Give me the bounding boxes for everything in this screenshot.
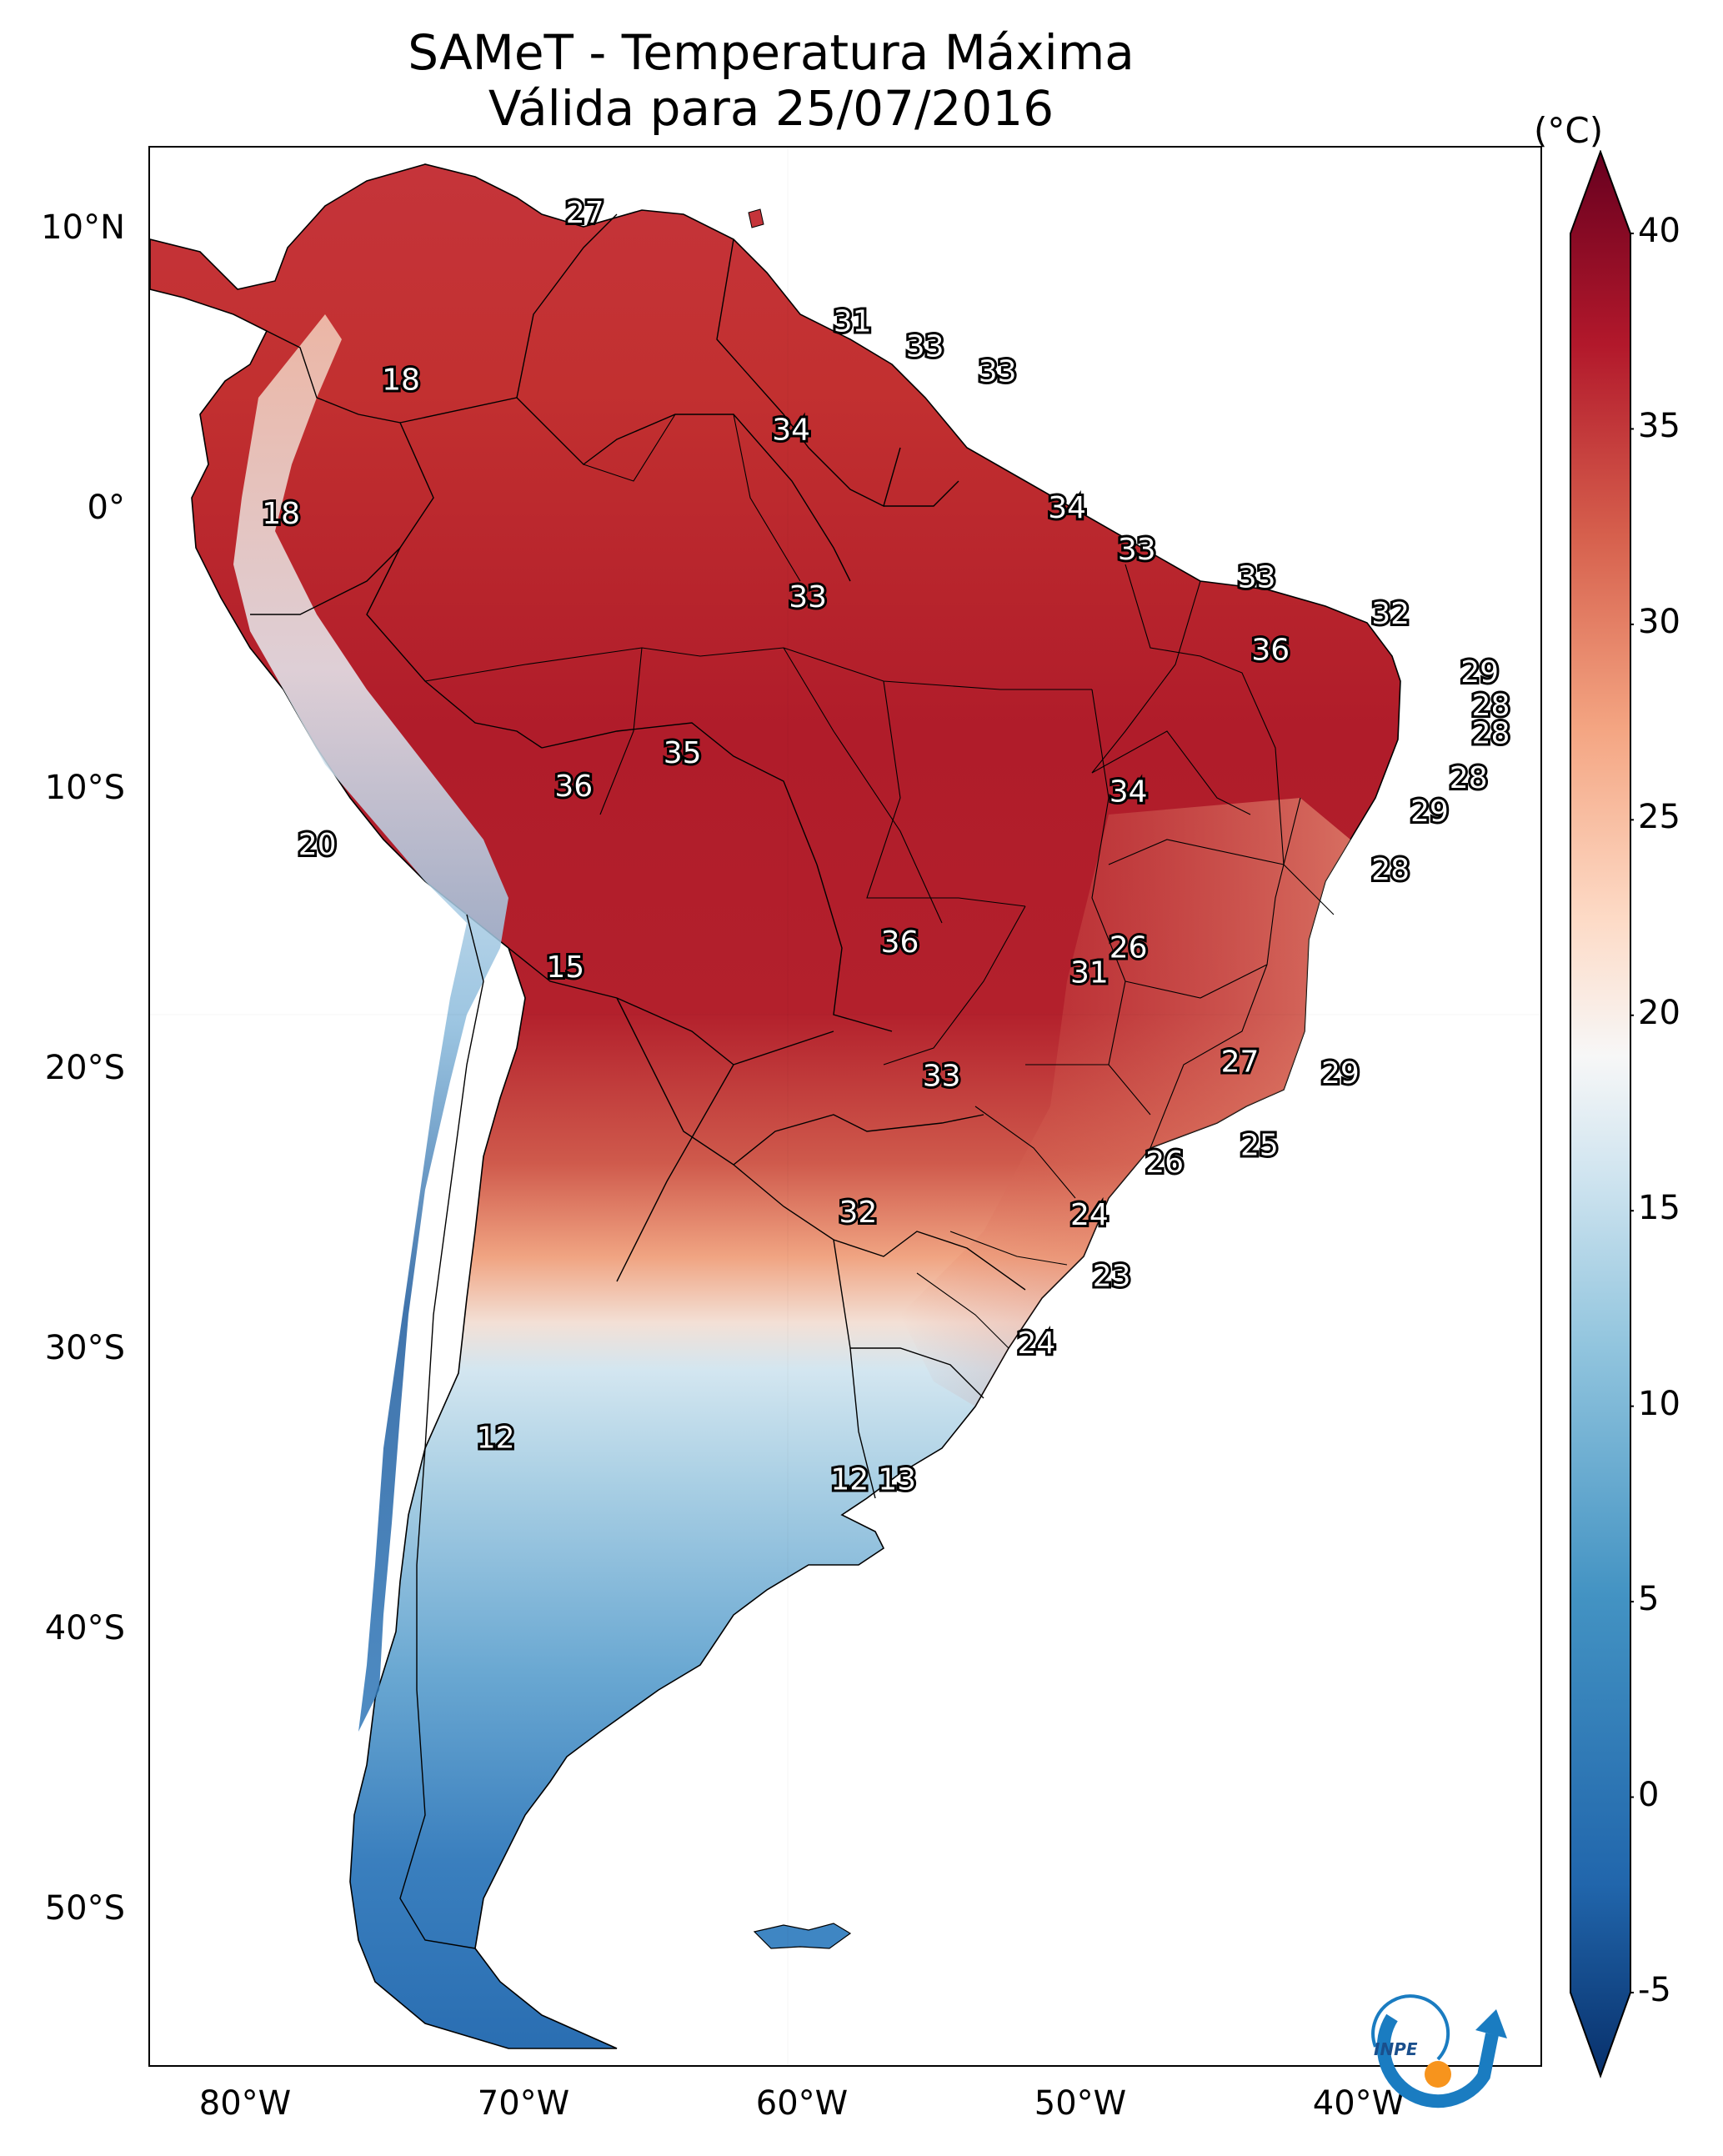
- colorbar-body: [1570, 150, 1631, 2078]
- station-label: 34: [772, 414, 810, 448]
- station-label: 12: [477, 1421, 515, 1455]
- colorbar-ticks: [1630, 233, 1634, 1993]
- station-label: 28: [1450, 761, 1488, 795]
- lat-tick-10n: 10°N: [41, 208, 125, 247]
- colorbar-tick-label: -5: [1638, 1971, 1671, 2009]
- colorbar-unit-label: (°C): [1534, 110, 1604, 151]
- station-label: 12: [830, 1462, 869, 1497]
- lat-tick-50s: 50°S: [44, 1889, 125, 1928]
- station-label: 33: [979, 355, 1017, 389]
- station-label: 23: [1093, 1260, 1131, 1294]
- station-label: 20: [298, 828, 337, 862]
- colorbar-tick-label: 25: [1638, 798, 1680, 837]
- station-label: 29: [1410, 795, 1449, 829]
- logo-text: INPE: [1374, 2039, 1418, 2059]
- station-label: 15: [546, 950, 584, 985]
- lat-tick-0: 0°: [87, 489, 125, 527]
- brazil-east-warm-zone: [900, 798, 1350, 1406]
- lat-tick-20s: 20°S: [44, 1049, 125, 1087]
- station-label: 34: [1109, 775, 1148, 810]
- station-label: 32: [839, 1196, 877, 1230]
- lat-tick-30s: 30°S: [44, 1329, 125, 1367]
- logo-arrow-icon: [1475, 2009, 1507, 2038]
- trinidad-island: [748, 208, 764, 228]
- inpe-logo: INPE: [1371, 1994, 1507, 2108]
- station-label: 27: [566, 196, 604, 230]
- map-subtitle: Válida para 25/07/2016: [488, 80, 1054, 137]
- station-label: 36: [881, 925, 919, 960]
- colorbar: [1570, 150, 1634, 2078]
- station-label: 31: [1070, 956, 1109, 990]
- station-label: 29: [1460, 655, 1499, 689]
- station-label: 33: [1238, 561, 1276, 595]
- station-label: 33: [906, 329, 944, 364]
- station-label: 13: [878, 1462, 916, 1497]
- lat-tick-10s: 10°S: [44, 769, 125, 807]
- colorbar-tick-label: 0: [1638, 1775, 1660, 1814]
- station-label: 31: [834, 304, 872, 338]
- station-label: 34: [1048, 491, 1086, 525]
- station-label: 18: [382, 364, 420, 398]
- colorbar-tick-label: 30: [1638, 602, 1680, 641]
- station-label: 36: [1251, 633, 1290, 667]
- state-borders: [424, 414, 1335, 1349]
- station-label: 26: [1145, 1146, 1184, 1180]
- station-label: 18: [262, 497, 300, 531]
- lon-tick-40w: 40°W: [1312, 2084, 1405, 2123]
- station-label: 24: [1070, 1198, 1109, 1232]
- station-label: 26: [1109, 931, 1148, 965]
- station-label: 25: [1240, 1129, 1279, 1163]
- station-label: 28: [1371, 853, 1410, 887]
- andes-cold-band: [233, 314, 508, 1732]
- lon-tick-70w: 70°W: [477, 2084, 570, 2123]
- logo-orange-dot-icon: [1425, 2061, 1451, 2088]
- logo-arc-icon: [1376, 2013, 1499, 2108]
- colorbar-tick-label: 5: [1638, 1580, 1660, 1619]
- lon-tick-50w: 50°W: [1034, 2084, 1127, 2123]
- station-label: 24: [1017, 1326, 1055, 1361]
- lon-tick-60w: 60°W: [755, 2084, 849, 2123]
- lat-tick-40s: 40°S: [44, 1609, 125, 1647]
- lon-tick-80w: 80°W: [198, 2084, 292, 2123]
- station-label: 33: [923, 1059, 961, 1093]
- station-label: 35: [664, 736, 702, 770]
- graticule: [150, 148, 1540, 2065]
- colorbar-tick-label: 40: [1638, 212, 1680, 250]
- station-label: 36: [554, 770, 593, 804]
- logo-orbit-icon: [1371, 1994, 1450, 2061]
- falkland-islands: [753, 1923, 852, 1949]
- colorbar-tick-label: 10: [1638, 1384, 1680, 1423]
- map-panel: 27 18 31 33 33 34 18 34 33 33 33 32 36 29 28 28 35 36 34 28…: [148, 146, 1542, 2067]
- colorbar-tick-label: 20: [1638, 993, 1680, 1032]
- station-label: 33: [789, 580, 827, 614]
- map-title: SAMeT - Temperatura Máxima: [408, 24, 1134, 81]
- colorbar-tick-label: 15: [1638, 1189, 1680, 1228]
- station-label: 27: [1221, 1045, 1260, 1080]
- station-label: 32: [1371, 597, 1410, 631]
- colorbar-tick-label: 35: [1638, 407, 1680, 446]
- station-label: 28: [1472, 689, 1510, 723]
- station-label: 28: [1472, 717, 1510, 751]
- station-label: 29: [1321, 1056, 1360, 1091]
- station-label: 33: [1118, 533, 1156, 567]
